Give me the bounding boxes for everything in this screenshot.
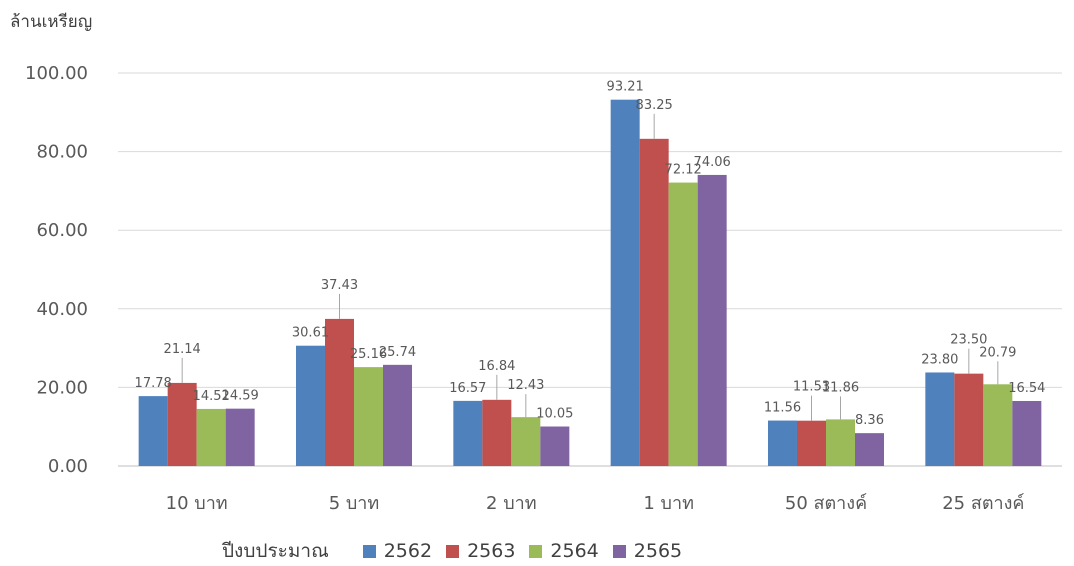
data-label: 17.78 — [135, 376, 172, 391]
y-tick-label: 80.00 — [36, 142, 88, 163]
data-label: 16.57 — [449, 381, 486, 396]
data-label: 16.84 — [478, 359, 515, 374]
bar — [196, 408, 226, 466]
bar — [138, 396, 168, 466]
x-tick-label: 5 บาท — [329, 493, 380, 514]
bar — [167, 382, 197, 466]
x-tick-label: 25 สตางค์ — [942, 493, 1024, 514]
bar — [540, 426, 570, 466]
data-label: 14.59 — [222, 389, 259, 404]
bar — [668, 182, 698, 466]
legend-swatch — [612, 544, 626, 558]
legend-swatch — [529, 544, 543, 558]
bar — [983, 384, 1013, 466]
data-label: 21.14 — [164, 342, 201, 357]
bar — [826, 419, 855, 466]
data-label: 30.61 — [292, 326, 329, 341]
legend-label: 2563 — [467, 540, 516, 562]
bars — [138, 99, 1042, 467]
data-label: 8.36 — [855, 413, 884, 428]
legend-entries: 2562 2563 2564 2565 — [362, 540, 696, 562]
bar — [610, 99, 640, 467]
x-tick-label: 10 บาท — [166, 493, 228, 514]
bar — [354, 367, 383, 466]
data-label: 12.43 — [507, 378, 544, 393]
legend-swatch — [446, 544, 460, 558]
legend-entry: 2565 — [612, 540, 683, 562]
legend-entry: 2562 — [362, 540, 433, 562]
data-label: 20.79 — [979, 345, 1016, 360]
legend-label: 2565 — [633, 540, 683, 562]
bar-chart: 0.00 20.00 40.00 60.00 80.00 100.00 17.78 21.1… — [25, 63, 1062, 514]
y-tick-label: 20.00 — [36, 377, 88, 398]
y-tick-label: 40.00 — [36, 299, 88, 320]
bar — [855, 433, 884, 466]
legend-label: 2564 — [550, 540, 599, 562]
data-label: 74.06 — [694, 155, 731, 170]
data-label: 23.50 — [950, 333, 987, 348]
y-tick-label: 60.00 — [36, 220, 88, 241]
legend-title: ปีงบประมาณ — [222, 540, 329, 562]
data-label: 14.52 — [193, 389, 230, 404]
y-tick-labels: 0.00 20.00 40.00 60.00 80.00 100.00 — [25, 63, 88, 477]
data-label: 37.43 — [321, 278, 358, 293]
y-tick-label: 0.00 — [48, 456, 88, 477]
bar — [797, 420, 826, 466]
bar — [1012, 400, 1042, 466]
leader-lines — [181, 113, 999, 421]
data-label: 10.05 — [536, 407, 573, 422]
data-label: 16.54 — [1008, 381, 1045, 396]
data-label: 93.21 — [607, 80, 644, 95]
data-label: 83.25 — [636, 98, 673, 113]
bar — [768, 420, 797, 466]
bar — [639, 138, 669, 466]
bar — [296, 345, 325, 466]
legend-entry: 2564 — [529, 540, 599, 562]
x-tick-label: 1 บาท — [643, 493, 694, 514]
gridlines — [118, 72, 1062, 467]
data-label: 11.86 — [822, 380, 859, 395]
bar — [325, 318, 354, 466]
data-label: 23.80 — [921, 352, 958, 367]
data-label: 11.53 — [793, 380, 830, 395]
data-label: 25.74 — [379, 345, 416, 360]
x-tick-label: 2 บาท — [486, 493, 537, 514]
legend-entry: 2563 — [446, 540, 515, 562]
bar — [482, 399, 512, 466]
y-axis-title: ล้านเหรียญ — [10, 12, 93, 32]
bar — [225, 408, 255, 466]
x-tick-label: 50 สตางค์ — [785, 493, 867, 514]
bar — [954, 373, 984, 466]
data-label: 72.12 — [665, 163, 702, 178]
data-label: 25.16 — [350, 347, 387, 362]
data-label: 11.56 — [764, 401, 801, 416]
x-tick-labels: 10 บาท 5 บาท 2 บาท 1 บาท 50 สตางค์ 25 สตางค์ — [166, 493, 1025, 514]
bar — [697, 174, 727, 466]
bar — [453, 400, 483, 466]
legend-label: 2562 — [383, 540, 433, 562]
bar — [925, 372, 955, 466]
legend: ปีงบประมาณ 2562 2563 2564 2565 — [222, 538, 696, 564]
bar — [383, 364, 412, 466]
y-tick-label: 100.00 — [25, 63, 88, 84]
bar — [511, 417, 541, 466]
legend-swatch — [362, 544, 376, 558]
